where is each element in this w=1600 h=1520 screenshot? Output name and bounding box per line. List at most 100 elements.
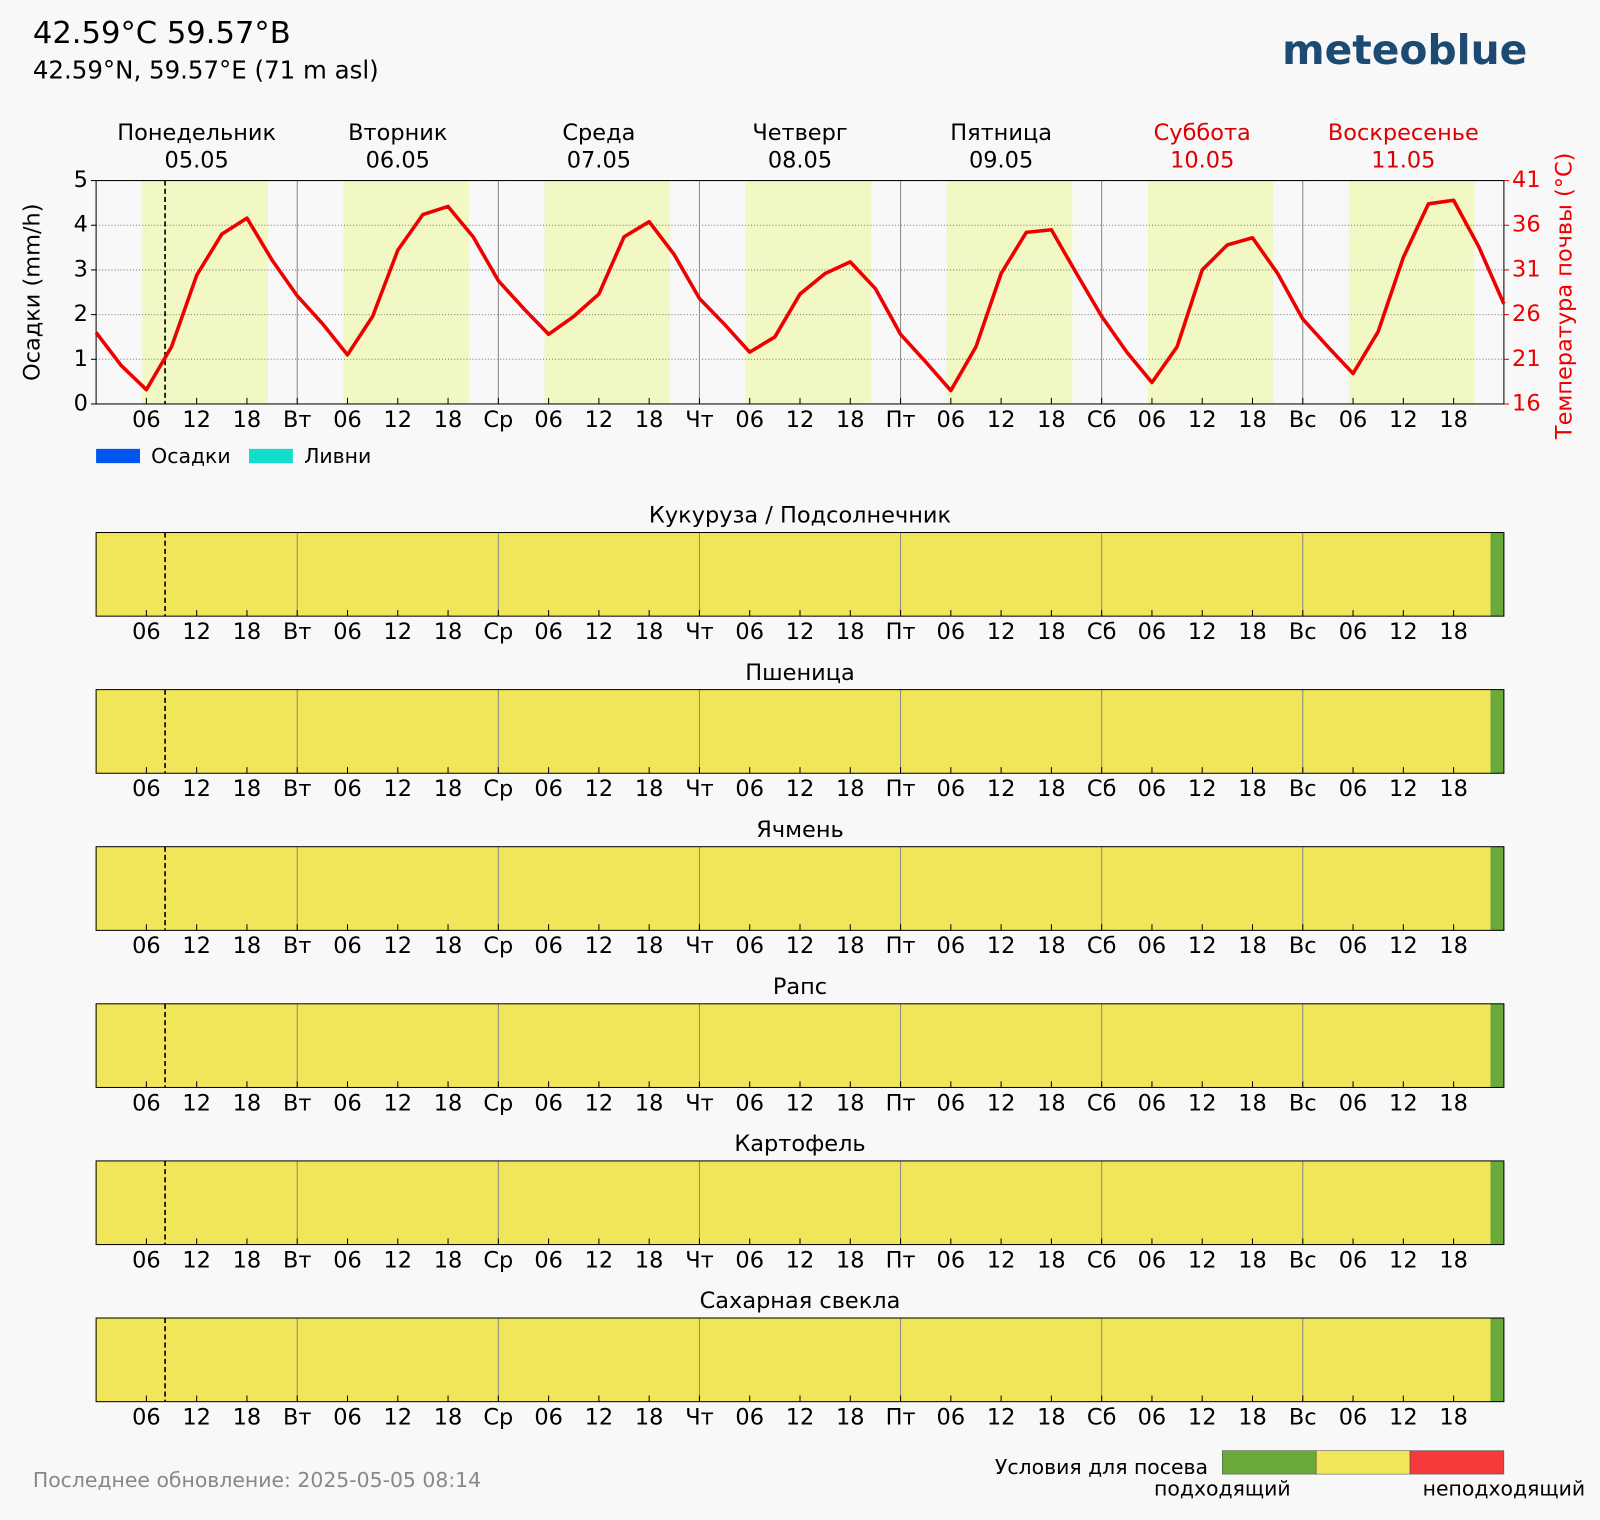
daylight: [1147, 180, 1274, 404]
x-tick-label: Вт: [283, 1247, 311, 1273]
day-date: 11.05: [1371, 148, 1435, 174]
x-tick-label: 12: [383, 933, 412, 959]
condition-segment: [1490, 1003, 1504, 1088]
x-tick-label: 12: [786, 1090, 815, 1116]
condition-segment: [1490, 846, 1504, 931]
x-tick-label: 06: [937, 407, 966, 433]
y2-tick-label: 36: [1512, 212, 1541, 238]
x-tick-label: Вт: [283, 933, 311, 959]
x-tick-label: 06: [132, 933, 161, 959]
x-tick-label: 12: [1188, 776, 1217, 802]
x-tick-label: 06: [132, 1090, 161, 1116]
x-tick-label: 18: [1439, 619, 1468, 645]
y2-axis-label: Температура почвы (°C): [1552, 153, 1578, 441]
x-tick-label: 18: [434, 1090, 463, 1116]
x-tick-label: Вс: [1289, 1090, 1317, 1116]
condition-segment: [96, 689, 1491, 774]
x-tick-label: 06: [333, 1404, 362, 1430]
y-tick-label: 2: [74, 301, 88, 327]
x-tick-label: 18: [1238, 407, 1267, 433]
y-tick-label: 1: [74, 346, 88, 372]
x-tick-label: 12: [987, 1247, 1016, 1273]
condition-segment: [96, 1160, 1491, 1245]
x-tick-label: Вс: [1289, 933, 1317, 959]
x-tick-label: 12: [383, 1247, 412, 1273]
x-tick-label: Чт: [685, 1404, 713, 1430]
x-tick-label: 12: [1188, 407, 1217, 433]
x-tick-label: 06: [132, 776, 161, 802]
x-tick-label: 18: [1238, 1090, 1267, 1116]
x-tick-label: 06: [735, 933, 764, 959]
x-tick-label: 12: [182, 1247, 211, 1273]
x-tick-label: 12: [585, 776, 614, 802]
condition-segment: [96, 1318, 1491, 1402]
y2-tick-label: 41: [1512, 167, 1541, 193]
x-tick-label: 18: [1238, 933, 1267, 959]
x-tick-label: 06: [735, 1247, 764, 1273]
x-tick-label: 18: [233, 1404, 262, 1430]
x-tick-label: 06: [1138, 407, 1167, 433]
x-tick-label: 18: [233, 1247, 262, 1273]
x-tick-label: 18: [836, 776, 865, 802]
x-tick-label: 12: [786, 1247, 815, 1273]
x-tick-label: 18: [836, 1404, 865, 1430]
x-tick-label: 06: [333, 1247, 362, 1273]
x-tick-label: 12: [987, 933, 1016, 959]
x-tick-label: 18: [1037, 1247, 1066, 1273]
x-tick-label: 12: [1188, 1090, 1217, 1116]
panel-frame: [95, 689, 1505, 774]
x-tick-label: Чт: [685, 1090, 713, 1116]
x-tick-label: 06: [1339, 619, 1368, 645]
x-tick-label: 18: [635, 1247, 664, 1273]
soil-temperature-line: [94, 198, 1506, 393]
x-tick-label: 06: [132, 1247, 161, 1273]
x-tick-label: 12: [1188, 1247, 1217, 1273]
x-tick-label: 12: [786, 776, 815, 802]
panel-title: Ячмень: [756, 817, 843, 843]
x-tick-label: 12: [182, 619, 211, 645]
x-tick-label: 18: [1037, 776, 1066, 802]
x-tick-label: 06: [333, 933, 362, 959]
x-tick-label: 06: [333, 407, 362, 433]
x-tick-label: 12: [786, 933, 815, 959]
x-tick-label: 18: [434, 776, 463, 802]
x-tick-label: 18: [1439, 1404, 1468, 1430]
x-tick-label: 06: [937, 1247, 966, 1273]
x-tick-label: 06: [735, 619, 764, 645]
x-tick-label: 06: [735, 407, 764, 433]
x-tick-label: 18: [233, 619, 262, 645]
x-tick-label: 06: [534, 776, 563, 802]
x-tick-label: Сб: [1087, 1090, 1117, 1116]
x-tick-label: 12: [383, 1404, 412, 1430]
x-tick-label: Пт: [886, 407, 916, 433]
x-tick-label: Пт: [886, 1404, 916, 1430]
day-date: 06.05: [366, 148, 430, 174]
x-tick-label: 12: [1389, 1404, 1418, 1430]
x-tick-label: 06: [534, 407, 563, 433]
x-tick-label: 12: [987, 776, 1016, 802]
x-tick-label: 18: [836, 407, 865, 433]
panel-title: Картофель: [734, 1131, 865, 1157]
x-tick-label: 06: [735, 1404, 764, 1430]
x-tick-label: 06: [333, 619, 362, 645]
condition-segment: [1490, 1318, 1504, 1402]
x-tick-label: 12: [585, 1404, 614, 1430]
x-tick-label: 18: [635, 407, 664, 433]
x-tick-label: Сб: [1087, 933, 1117, 959]
x-tick-label: Вт: [283, 1090, 311, 1116]
sowing-swatch: [1315, 1450, 1411, 1475]
x-tick-label: 06: [1138, 1090, 1167, 1116]
x-tick-label: 06: [937, 619, 966, 645]
panel-frame: [95, 1317, 1505, 1403]
panel-frame: [95, 1003, 1505, 1088]
x-tick-label: Чт: [685, 619, 713, 645]
x-tick-label: 18: [1439, 776, 1468, 802]
x-tick-label: 18: [1238, 1247, 1267, 1273]
x-tick-label: 12: [1389, 933, 1418, 959]
sowing-legend-title: Условия для посева: [995, 1455, 1208, 1479]
x-tick-label: Сб: [1087, 1404, 1117, 1430]
x-tick-label: Сб: [1087, 776, 1117, 802]
x-tick-label: 12: [786, 619, 815, 645]
x-tick-label: 06: [333, 776, 362, 802]
